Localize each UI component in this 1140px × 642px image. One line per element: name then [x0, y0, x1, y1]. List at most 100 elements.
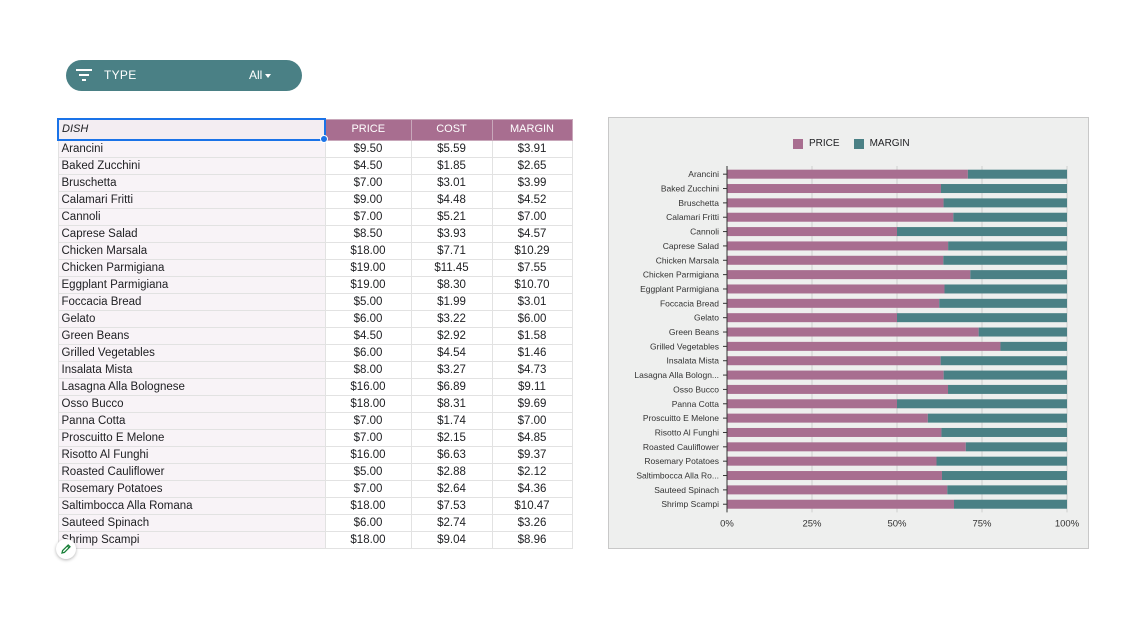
- cell-cost[interactable]: $7.71: [410, 242, 493, 260]
- cell-cost[interactable]: $6.89: [410, 378, 493, 396]
- cell-margin[interactable]: $8.96: [491, 531, 573, 549]
- cell-price[interactable]: $18.00: [324, 242, 412, 260]
- cell-dish[interactable]: Roasted Cauliflower: [57, 463, 326, 481]
- cell-price[interactable]: $8.00: [324, 361, 412, 379]
- cell-price[interactable]: $9.00: [324, 191, 412, 209]
- cell-price[interactable]: $6.00: [324, 514, 412, 532]
- cell-price[interactable]: $6.00: [324, 310, 412, 328]
- cell-price[interactable]: $7.00: [324, 429, 412, 447]
- cell-cost[interactable]: $7.53: [410, 497, 493, 515]
- cell-price[interactable]: $5.00: [324, 293, 412, 311]
- cell-dish[interactable]: Caprese Salad: [57, 225, 326, 243]
- cell-margin[interactable]: $1.46: [491, 344, 573, 362]
- cell-cost[interactable]: $8.31: [410, 395, 493, 413]
- cell-margin[interactable]: $3.26: [491, 514, 573, 532]
- cell-dish[interactable]: Gelato: [57, 310, 326, 328]
- cell-dish[interactable]: Risotto Al Funghi: [57, 446, 326, 464]
- cell-cost[interactable]: $4.48: [410, 191, 493, 209]
- cell-margin[interactable]: $9.69: [491, 395, 573, 413]
- cell-price[interactable]: $7.00: [324, 208, 412, 226]
- cell-dish[interactable]: Sauteed Spinach: [57, 514, 326, 532]
- cell-dish[interactable]: Rosemary Potatoes: [57, 480, 326, 498]
- cell-margin[interactable]: $3.99: [491, 174, 573, 192]
- cell-margin[interactable]: $7.55: [491, 259, 573, 277]
- cell-cost[interactable]: $2.74: [410, 514, 493, 532]
- cell-dish[interactable]: Bruschetta: [57, 174, 326, 192]
- cell-cost[interactable]: $3.01: [410, 174, 493, 192]
- cell-margin[interactable]: $3.01: [491, 293, 573, 311]
- cell-cost[interactable]: $5.59: [410, 139, 493, 158]
- cell-margin[interactable]: $10.70: [491, 276, 573, 294]
- cell-price[interactable]: $9.50: [324, 139, 412, 158]
- cell-margin[interactable]: $6.00: [491, 310, 573, 328]
- cell-margin[interactable]: $4.36: [491, 480, 573, 498]
- cell-price[interactable]: $4.50: [324, 157, 412, 175]
- cell-margin[interactable]: $2.12: [491, 463, 573, 481]
- cell-margin[interactable]: $1.58: [491, 327, 573, 345]
- cell-dish[interactable]: Chicken Parmigiana: [57, 259, 326, 277]
- cell-dish[interactable]: Panna Cotta: [57, 412, 326, 430]
- cell-margin[interactable]: $10.29: [491, 242, 573, 260]
- cell-price[interactable]: $16.00: [324, 378, 412, 396]
- cell-cost[interactable]: $4.54: [410, 344, 493, 362]
- cell-cost[interactable]: $3.27: [410, 361, 493, 379]
- cell-margin[interactable]: $10.47: [491, 497, 573, 515]
- cell-margin[interactable]: $7.00: [491, 412, 573, 430]
- cell-dish[interactable]: Calamari Fritti: [57, 191, 326, 209]
- cell-cost[interactable]: $2.92: [410, 327, 493, 345]
- cell-price[interactable]: $7.00: [324, 174, 412, 192]
- cell-cost[interactable]: $8.30: [410, 276, 493, 294]
- cell-price[interactable]: $8.50: [324, 225, 412, 243]
- cell-dish[interactable]: Green Beans: [57, 327, 326, 345]
- cell-price[interactable]: $7.00: [324, 412, 412, 430]
- header-dish[interactable]: DISH: [57, 118, 328, 143]
- cell-margin[interactable]: $9.37: [491, 446, 573, 464]
- cell-price[interactable]: $19.00: [324, 259, 412, 277]
- cell-dish[interactable]: Baked Zucchini: [57, 157, 326, 175]
- cell-dish[interactable]: Foccacia Bread: [57, 293, 326, 311]
- cell-price[interactable]: $18.00: [324, 531, 412, 549]
- header-price[interactable]: PRICE: [324, 118, 412, 141]
- cell-cost[interactable]: $1.99: [410, 293, 493, 311]
- cell-dish[interactable]: Proscuitto E Melone: [57, 429, 326, 447]
- cell-margin[interactable]: $3.91: [491, 139, 573, 158]
- cell-price[interactable]: $16.00: [324, 446, 412, 464]
- cell-cost[interactable]: $3.93: [410, 225, 493, 243]
- cell-cost[interactable]: $11.45: [410, 259, 493, 277]
- cell-dish[interactable]: Saltimbocca Alla Romana: [57, 497, 326, 515]
- cell-margin[interactable]: $4.73: [491, 361, 573, 379]
- cell-cost[interactable]: $3.22: [410, 310, 493, 328]
- cell-cost[interactable]: $2.88: [410, 463, 493, 481]
- cell-price[interactable]: $4.50: [324, 327, 412, 345]
- cell-dish[interactable]: Cannoli: [57, 208, 326, 226]
- cell-margin[interactable]: $4.85: [491, 429, 573, 447]
- cell-price[interactable]: $7.00: [324, 480, 412, 498]
- cell-dish[interactable]: Insalata Mista: [57, 361, 326, 379]
- filter-value-dropdown[interactable]: All: [249, 68, 272, 82]
- cell-price[interactable]: $19.00: [324, 276, 412, 294]
- cell-dish[interactable]: Shrimp Scampi: [57, 531, 326, 549]
- cell-margin[interactable]: $4.57: [491, 225, 573, 243]
- cell-margin[interactable]: $2.65: [491, 157, 573, 175]
- cell-margin[interactable]: $9.11: [491, 378, 573, 396]
- cell-margin[interactable]: $7.00: [491, 208, 573, 226]
- cell-price[interactable]: $6.00: [324, 344, 412, 362]
- cell-dish[interactable]: Chicken Marsala: [57, 242, 326, 260]
- header-cost[interactable]: COST: [410, 118, 493, 141]
- cell-dish[interactable]: Lasagna Alla Bolognese: [57, 378, 326, 396]
- cell-cost[interactable]: $2.15: [410, 429, 493, 447]
- cell-cost[interactable]: $5.21: [410, 208, 493, 226]
- type-filter-chip[interactable]: TYPE All: [66, 60, 302, 91]
- header-margin[interactable]: MARGIN: [491, 118, 573, 141]
- cell-dish[interactable]: Arancini: [57, 139, 326, 158]
- cell-cost[interactable]: $1.74: [410, 412, 493, 430]
- cell-cost[interactable]: $2.64: [410, 480, 493, 498]
- selection-handle[interactable]: [320, 135, 328, 143]
- cell-dish[interactable]: Grilled Vegetables: [57, 344, 326, 362]
- edit-button[interactable]: [56, 539, 76, 559]
- cell-price[interactable]: $5.00: [324, 463, 412, 481]
- cell-margin[interactable]: $4.52: [491, 191, 573, 209]
- cell-cost[interactable]: $1.85: [410, 157, 493, 175]
- cell-dish[interactable]: Eggplant Parmigiana: [57, 276, 326, 294]
- cell-price[interactable]: $18.00: [324, 497, 412, 515]
